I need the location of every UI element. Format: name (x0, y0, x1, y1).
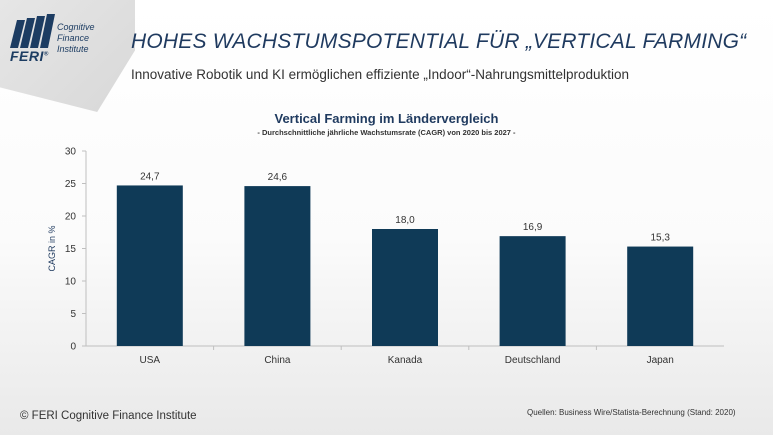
feri-logo: FERI® Cognitive Finance Institute (8, 12, 133, 72)
logo-tagline: Cognitive Finance Institute (57, 22, 127, 55)
x-tick-label: China (264, 355, 291, 366)
bar-usa (116, 185, 183, 346)
source-text: Quellen: Business Wire/Statista-Berechnu… (527, 408, 736, 417)
copyright-text: © FERI Cognitive Finance Institute (20, 410, 197, 422)
y-tick-label: 30 (65, 147, 77, 158)
y-tick-label: 5 (70, 309, 76, 320)
data-label: 15,3 (650, 233, 670, 244)
y-tick-label: 25 (65, 179, 77, 190)
chart-subtitle: - Durchschnittliche jährliche Wachstumsr… (257, 128, 516, 137)
page-title: HOHES WACHSTUMSPOTENTIAL FÜR „VERTICAL F… (131, 30, 747, 53)
y-tick-label: 15 (65, 244, 77, 255)
logo-line-3: Institute (57, 44, 89, 54)
bar-kanada (372, 229, 438, 346)
logo-line-1: Cognitive (57, 22, 95, 32)
data-label: 24,7 (140, 171, 160, 182)
y-tick-label: 20 (65, 212, 77, 223)
y-axis-label: CAGR in % (47, 225, 57, 271)
data-label: 18,0 (395, 215, 415, 226)
y-tick-label: 0 (70, 342, 76, 353)
logo-bars-icon (10, 14, 55, 48)
bar-japan (627, 246, 694, 346)
logo-brand: FERI® (10, 48, 49, 64)
x-tick-label: Japan (647, 355, 674, 366)
bar-china (244, 186, 311, 346)
chart-title: Vertical Farming im Ländervergleich (274, 111, 499, 126)
bar-deutschland (499, 236, 566, 346)
y-tick-label: 10 (65, 277, 77, 288)
logo-line-2: Finance (57, 33, 90, 43)
data-label: 24,6 (268, 172, 288, 183)
x-tick-label: Deutschland (505, 355, 561, 366)
data-label: 16,9 (523, 222, 543, 233)
x-tick-label: Kanada (388, 355, 423, 366)
page-subtitle: Innovative Robotik und KI ermöglichen ef… (131, 67, 630, 82)
x-tick-label: USA (140, 355, 161, 366)
